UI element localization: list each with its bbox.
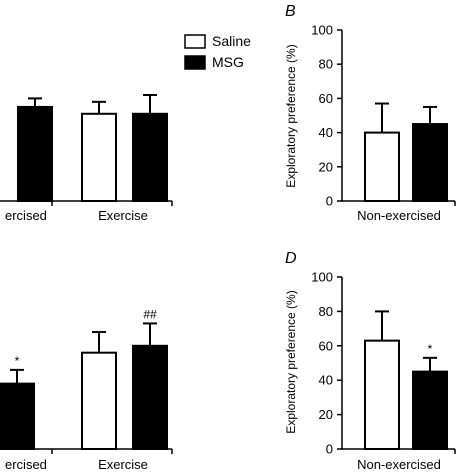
category-label-d-0: Non-exercised [357, 457, 441, 472]
panels: ercised Exercise 0 20 40 60 80 100 Non-exercised… [0, 23, 456, 472]
y-tick-label-b-0: 0 [326, 194, 333, 209]
category-label-c-0: ercised [5, 457, 47, 472]
category-label-b-0: Non-exercised [357, 208, 441, 223]
annotation-d-0: * [428, 342, 433, 356]
bar-a-saline-1 [81, 112, 117, 202]
annotation-c-0: * [15, 354, 20, 368]
y-tick-label-b-80: 80 [319, 57, 333, 72]
bar-d-saline-0 [364, 339, 400, 451]
bar-a-msg-0 [17, 105, 53, 202]
bar-b-msg-0 [412, 123, 448, 202]
category-label-a-1: Exercise [98, 208, 148, 223]
legend-label-saline: Saline [212, 33, 251, 49]
legend-label-msg: MSG [212, 54, 244, 70]
y-tick-label-b-100: 100 [311, 23, 333, 38]
y-tick-label-d-100: 100 [311, 270, 333, 285]
y-tick-label-b-40: 40 [319, 125, 333, 140]
bar-c-msg-0 [0, 382, 35, 451]
annotation-c-1: ## [143, 307, 157, 321]
y-axis-title-d: Exploratory preference (%) [284, 290, 298, 433]
legend-swatch-msg [184, 55, 206, 70]
y-tick-label-d-80: 80 [319, 304, 333, 319]
bar-a-msg-1 [132, 112, 168, 202]
bar-d-msg-0 [412, 370, 448, 451]
panel-label-d: D [285, 250, 297, 267]
category-label-a-0: ercised [5, 208, 47, 223]
bar-b-saline-0 [364, 131, 400, 203]
bar-c-saline-1 [81, 351, 117, 450]
category-label-c-1: Exercise [98, 457, 148, 472]
legend: Saline MSG [184, 33, 251, 70]
y-tick-label-d-60: 60 [319, 338, 333, 353]
y-tick-label-d-20: 20 [319, 407, 333, 422]
panel-label-b: B [285, 3, 296, 20]
y-tick-label-d-0: 0 [326, 442, 333, 457]
y-tick-label-b-60: 60 [319, 91, 333, 106]
y-tick-label-b-20: 20 [319, 159, 333, 174]
legend-swatch-saline [184, 34, 206, 49]
bar-c-msg-1 [132, 344, 168, 450]
y-tick-label-d-40: 40 [319, 373, 333, 388]
y-axis-title-b: Exploratory preference (%) [284, 44, 298, 187]
